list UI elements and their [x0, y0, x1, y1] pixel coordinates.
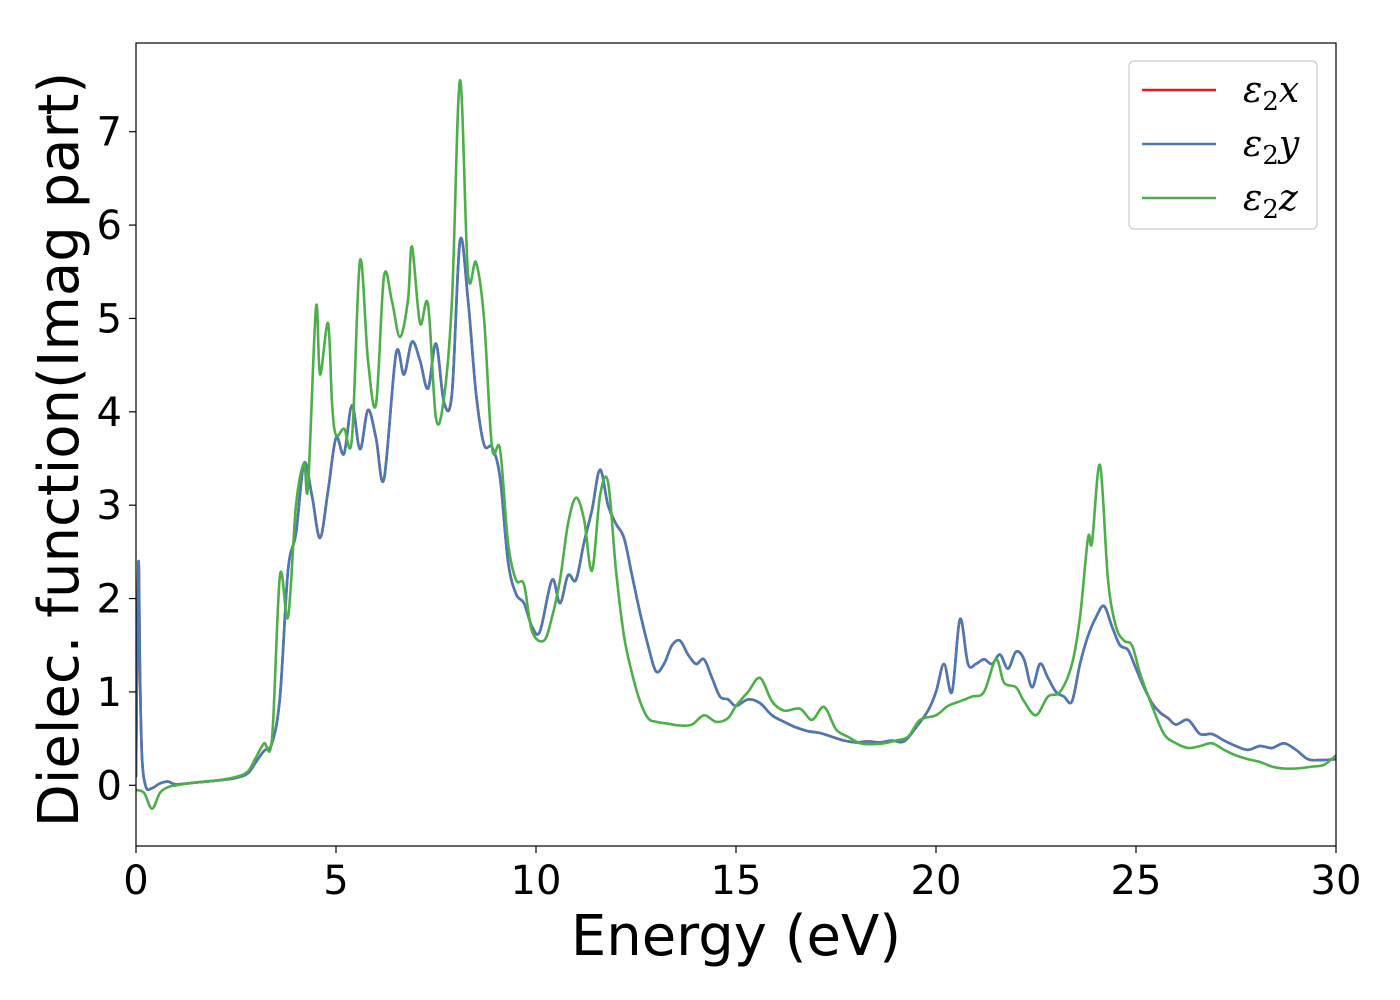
x-tick-label: 5 — [323, 858, 348, 904]
series-layer — [136, 78, 1336, 810]
legend-items: ε2x ε2y ε2z — [1142, 70, 1300, 225]
legend-label-x: ε2x — [1243, 70, 1299, 117]
x-tick-label: 25 — [1111, 858, 1162, 904]
legend: ε2x ε2y ε2z — [1128, 60, 1318, 230]
y-tick-label: 5 — [97, 296, 122, 342]
series-line-y — [136, 236, 1336, 792]
y-axis: 0 1 2 3 4 5 6 7 — [97, 110, 136, 809]
x-tick-label: 15 — [711, 858, 762, 904]
y-tick-label: 1 — [97, 670, 122, 716]
y-axis-label: Dielec. function(Imag part) — [27, 72, 92, 828]
legend-label-y: ε2y — [1243, 124, 1300, 171]
series-line-z — [136, 78, 1336, 810]
x-axis: 0 5 10 15 20 25 30 — [123, 846, 1361, 904]
legend-label-z: ε2z — [1243, 178, 1299, 225]
y-tick-label: 4 — [97, 390, 122, 436]
y-tick-label: 0 — [97, 763, 122, 809]
x-tick-label: 30 — [1311, 858, 1362, 904]
legend-box — [1128, 60, 1318, 230]
x-axis-label: Energy (eV) — [571, 904, 901, 969]
x-tick-label: 20 — [911, 858, 962, 904]
y-tick-label: 6 — [97, 203, 122, 249]
x-tick-label: 10 — [511, 858, 562, 904]
y-tick-label: 3 — [97, 483, 122, 529]
y-tick-label: 7 — [97, 110, 122, 156]
y-tick-label: 2 — [97, 577, 122, 623]
x-tick-label: 0 — [123, 858, 148, 904]
